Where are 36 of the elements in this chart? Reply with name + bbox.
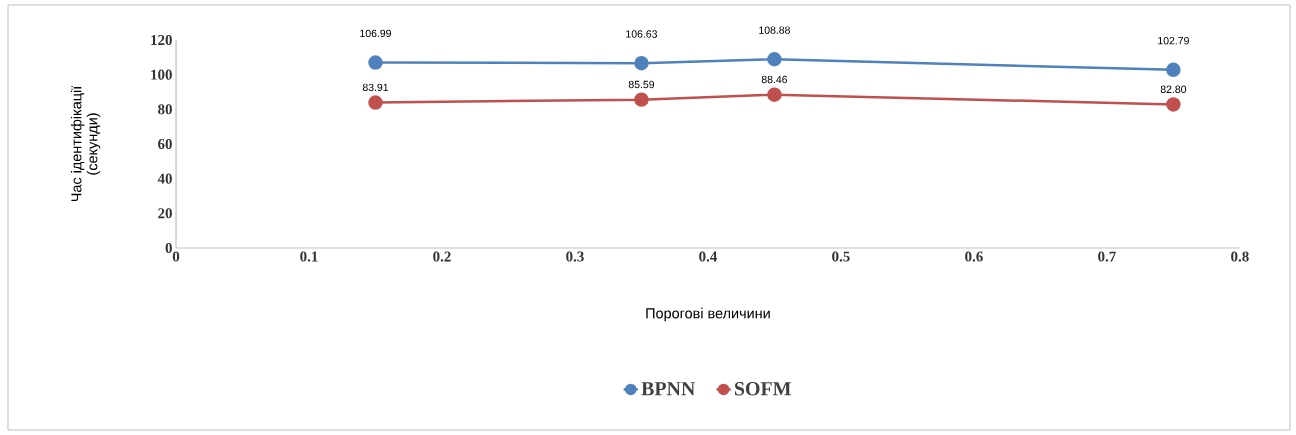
x-tick-label: 0	[172, 251, 180, 262]
x-tick-label: 0.5	[832, 251, 850, 262]
y-tick-label: 60	[158, 138, 172, 150]
y-tick-label: 20	[158, 208, 172, 219]
point	[1166, 62, 1181, 78]
point	[368, 55, 383, 70]
data-label: 85.59	[628, 80, 655, 89]
data-label: 88.46	[761, 75, 788, 84]
point	[1166, 97, 1181, 112]
y-tick-label: 0	[165, 242, 172, 254]
y-tick-label: 120	[151, 34, 172, 46]
y-tick-label: 80	[158, 104, 172, 115]
data-label: 83.91	[362, 83, 389, 92]
data-label: 106.63	[626, 30, 657, 38]
y-tick-label: 100	[151, 69, 172, 80]
data-label: 102.79	[1158, 36, 1189, 45]
x-tick-label: 0.2	[433, 251, 451, 262]
data-label: 82.80	[1160, 85, 1187, 93]
legend-label: BPNN	[641, 382, 696, 396]
y-tick-label: 40	[157, 173, 172, 184]
x-axis-title: Порогові величини	[646, 307, 770, 322]
point	[634, 55, 649, 71]
y-axis-title: Час ідентифікації (секунди)	[70, 85, 101, 202]
x-tick-label: 0.6	[965, 251, 983, 262]
data-label: 106.99	[360, 29, 391, 38]
point	[767, 52, 782, 67]
point	[634, 92, 649, 107]
x-tick-label: 0.3	[566, 251, 584, 262]
x-tick-label: 0.4	[699, 251, 718, 262]
data-label: 108.88	[759, 26, 790, 34]
point	[368, 95, 383, 110]
point	[767, 87, 782, 102]
legend-label: SOFM	[734, 382, 791, 396]
x-tick-label: 0.1	[300, 251, 318, 262]
x-tick-label: 0.7	[1098, 251, 1116, 262]
x-tick-label: 0.8	[1231, 251, 1249, 262]
